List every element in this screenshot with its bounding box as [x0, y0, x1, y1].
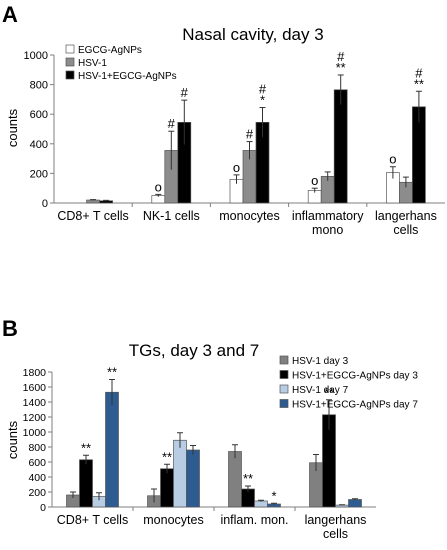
category-label-line: monocytes: [219, 209, 279, 223]
legend-label: EGCG-AgNPs: [78, 45, 142, 56]
significance-marker-star: **: [414, 76, 424, 91]
y-tick-label: 1000: [24, 50, 48, 62]
bar: [105, 391, 119, 508]
panel-label: A: [2, 2, 18, 27]
category-label: inflam. mon.: [220, 513, 288, 527]
significance-marker-o: o: [155, 179, 162, 194]
significance-marker-star: *: [271, 488, 276, 503]
category-label-line: langerhans: [375, 209, 437, 223]
legend-swatch: [279, 370, 289, 379]
y-tick-label: 600: [30, 109, 48, 121]
y-tick-label: 400: [28, 472, 46, 484]
significance-marker-o: o: [389, 152, 396, 167]
significance-marker-hash: #: [259, 82, 267, 97]
category-label: langerhans cells: [375, 209, 437, 237]
bar: [254, 500, 268, 508]
legend-label: HSV-1 day 7: [292, 385, 349, 396]
legend-swatch: [65, 44, 75, 54]
panel-label: B: [2, 316, 18, 341]
legend-swatch: [279, 355, 289, 365]
bar: [228, 451, 242, 508]
category-label: langerhans cells: [305, 513, 367, 541]
significance-marker-star: **: [162, 449, 172, 464]
category-label: CD8+ T cells: [57, 513, 128, 527]
bar: [333, 89, 348, 204]
y-tick-label: 400: [30, 139, 48, 151]
legend-swatch: [279, 384, 289, 394]
category-label-line: CD8+ T cells: [57, 513, 128, 527]
y-tick-label: 1000: [23, 427, 47, 439]
y-tick-label: 200: [28, 487, 46, 499]
y-tick-label: 0: [40, 502, 46, 514]
significance-marker-star: **: [324, 385, 334, 400]
bar: [160, 468, 174, 508]
y-axis-label: counts: [5, 108, 20, 147]
category-label: inflammatory mono: [292, 209, 364, 237]
y-tick-label: 800: [28, 442, 46, 454]
y-tick-label: 1800: [23, 367, 47, 379]
significance-marker-star: *: [260, 93, 265, 108]
significance-marker-hash: #: [181, 85, 189, 100]
bar: [348, 499, 362, 508]
y-tick-label: 1600: [23, 382, 47, 394]
significance-marker-star: **: [107, 365, 117, 380]
legend-label: HSV-1+EGCG-AgNPs day 7: [292, 400, 418, 411]
category-label-line: cells: [323, 527, 348, 541]
category-label-line: cells: [393, 223, 418, 237]
category-label-line: langerhans: [305, 513, 367, 527]
y-tick-label: 1400: [23, 397, 47, 409]
bar: [186, 449, 200, 508]
significance-marker-hash: #: [246, 127, 254, 142]
panel-b: B TGs, day 3 and 7 counts 0 200 400 600 800 1…: [2, 316, 418, 541]
category-label-line: inflammatory: [292, 209, 364, 223]
significance-marker-hash: #: [415, 65, 423, 80]
y-tick-label: 1200: [23, 412, 47, 424]
significance-marker-star: **: [243, 471, 253, 486]
category-label: CD8+ T cells: [57, 209, 128, 223]
panel-a: A Nasal cavity, day 3 counts 0 200 400 600 8…: [2, 2, 445, 237]
legend-label: HSV-1+EGCG-AgNPs day 3: [292, 371, 418, 382]
significance-marker-o: o: [311, 173, 318, 188]
category-label-line: inflam. mon.: [220, 513, 288, 527]
category-label-line: CD8+ T cells: [57, 209, 128, 223]
category-label-line: mono: [312, 223, 343, 237]
significance-marker-hash: #: [337, 49, 345, 64]
legend-label: HSV-1 day 3: [292, 356, 349, 367]
category-label: monocytes: [219, 209, 279, 223]
legend-swatch: [65, 70, 75, 80]
y-tick-label: 200: [30, 168, 48, 180]
significance-marker-o: o: [233, 160, 240, 175]
y-axis-label: counts: [5, 420, 20, 459]
significance-marker-hash: #: [168, 116, 176, 131]
legend-swatch: [279, 399, 289, 408]
category-label-line: monocytes: [143, 513, 203, 527]
bar: [173, 439, 187, 508]
significance-marker-star: **: [336, 60, 346, 75]
chart-title: TGs, day 3 and 7: [129, 341, 259, 360]
category-label: NK-1 cells: [143, 209, 200, 223]
y-tick-label: 0: [42, 198, 48, 210]
y-tick-label: 600: [28, 457, 46, 469]
legend-swatch: [65, 57, 75, 67]
y-tick-label: 800: [30, 80, 48, 92]
category-label-line: NK-1 cells: [143, 209, 200, 223]
significance-marker-star: **: [81, 440, 91, 455]
chart-title: Nasal cavity, day 3: [182, 25, 323, 44]
category-label: monocytes: [143, 513, 203, 527]
legend-label: HSV-1: [78, 58, 107, 69]
legend-label: HSV-1+EGCG-AgNPs: [78, 71, 177, 82]
bar: [79, 459, 93, 508]
